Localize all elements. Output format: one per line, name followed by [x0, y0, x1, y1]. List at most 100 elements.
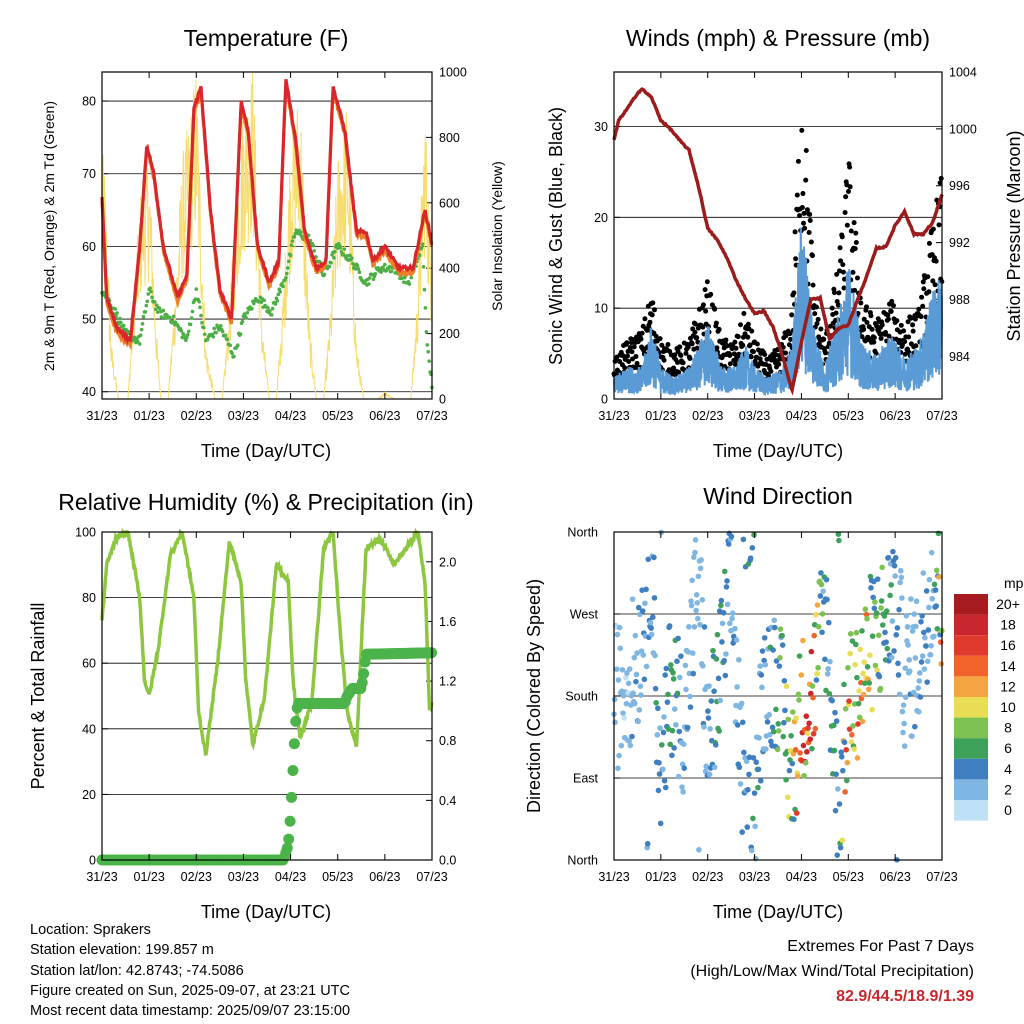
wind-direction-point	[877, 685, 884, 692]
precip-point	[288, 738, 300, 750]
wind-direction-point	[693, 607, 699, 614]
wind-direction-point	[915, 685, 921, 691]
gust-point	[868, 313, 874, 319]
wind-direction-point	[822, 656, 828, 663]
wind-direction-point	[782, 707, 788, 714]
dewpoint-point	[401, 280, 406, 284]
dewpoint-point	[311, 243, 316, 248]
wind-direction-point	[753, 759, 760, 765]
wind-direction-point	[926, 604, 932, 611]
wind-direction-point	[927, 652, 934, 658]
wind-direction-point	[882, 629, 888, 636]
gust-point	[617, 358, 623, 364]
wind-direction-point	[923, 643, 929, 649]
wind-direction-point	[905, 642, 911, 648]
wind-direction-point	[632, 700, 638, 707]
wind-direction-point	[844, 759, 851, 766]
wind-direction-point	[811, 632, 817, 639]
wind-direction-point	[923, 588, 930, 594]
wind-direction-point	[729, 615, 735, 622]
gust-point	[902, 351, 908, 357]
wind-direction-point	[687, 704, 694, 710]
wind-direction-point	[652, 685, 659, 692]
wind-direction-point	[831, 747, 838, 754]
wind-direction-point	[619, 666, 626, 673]
wind-direction-point	[843, 746, 850, 753]
wind-direction-point	[824, 596, 830, 603]
wind-direction-point	[918, 618, 924, 625]
temp-xtick-label: 06/23	[369, 409, 400, 423]
wind-direction-point	[696, 847, 702, 853]
temp-y2tick-label: 600	[439, 196, 460, 210]
dewpoint-point	[338, 245, 343, 250]
wind-direction-point	[819, 629, 825, 636]
gust-point	[649, 312, 655, 318]
gust-point	[647, 319, 653, 325]
gust-point	[812, 311, 818, 317]
wind-direction-point	[809, 683, 816, 689]
gust-point	[879, 322, 885, 328]
wind-direction-point	[649, 614, 656, 620]
temp-frame	[101, 71, 433, 400]
speed-legend-label: 8	[1004, 720, 1012, 736]
wind-direction-point	[901, 743, 908, 749]
gust-point	[885, 316, 891, 322]
dewpoint-point	[329, 261, 333, 265]
wind-direction-point	[847, 631, 854, 637]
dewpoint-point	[422, 287, 427, 292]
rh-y2tick-label: 1.2	[439, 675, 456, 689]
wind-direction-point	[759, 684, 765, 691]
winds-ylabel-right: Station Pressure (Maroon)	[1004, 130, 1024, 341]
dewpoint-point	[426, 349, 431, 354]
temp-y2tick-label: 200	[439, 327, 460, 341]
wind-direction-point	[664, 699, 671, 705]
wind-direction-point	[860, 691, 867, 698]
wind-direction-point	[891, 648, 897, 654]
wind-direction-point	[727, 620, 733, 627]
gust-point	[745, 321, 751, 327]
wind-direction-point	[872, 599, 878, 605]
wind-direction-point	[846, 698, 852, 704]
wind-direction-point	[651, 554, 657, 561]
wind-direction-point	[852, 661, 859, 668]
dir-xtick-label: 05/23	[833, 870, 864, 884]
wind-direction-point	[779, 642, 786, 648]
speed-legend-swatch	[954, 614, 988, 636]
wind-direction-point	[720, 609, 727, 616]
wind-direction-point	[837, 844, 844, 851]
gust-point	[700, 302, 706, 308]
wind-direction-point	[791, 816, 797, 823]
wind-direction-point	[904, 624, 911, 630]
wind-direction-point	[674, 658, 680, 664]
gust-point	[809, 253, 815, 259]
wind-direction-point	[937, 639, 944, 645]
wind-direction-point	[912, 655, 919, 661]
dewpoint-point	[140, 321, 145, 326]
wind-y2tick-label: 992	[949, 236, 970, 250]
wind-direction-point	[751, 790, 758, 796]
wind-direction-point	[834, 852, 841, 858]
wind-direction-point	[755, 784, 761, 791]
wind-direction-point	[860, 670, 866, 677]
gust-point	[708, 291, 714, 297]
dewpoint-point	[281, 284, 285, 289]
speed-legend: mph 20+ 18 16 14 12 10 8 6 4 2 0	[954, 575, 1024, 821]
wind-direction-point	[783, 776, 789, 783]
gust-point	[822, 350, 828, 356]
wind-direction-point	[764, 719, 771, 725]
wind-direction-point	[934, 625, 941, 632]
wind-direction-point	[623, 674, 629, 681]
rh-xtick-label: 01/23	[134, 870, 165, 884]
gust-point	[620, 353, 626, 359]
dewpoint-point	[161, 308, 166, 313]
gust-point	[747, 342, 753, 348]
wind-direction-ylabel: Direction (Colored By Speed)	[524, 579, 544, 813]
wind-direction-point	[733, 637, 740, 643]
wind-direction-point	[698, 557, 704, 563]
wind-direction-point	[863, 611, 870, 618]
wind-direction-point	[651, 595, 658, 601]
dewpoint-point	[205, 337, 210, 342]
dewpoint-point	[407, 282, 412, 286]
gust-point	[840, 269, 846, 275]
wind-direction-point	[708, 698, 715, 704]
